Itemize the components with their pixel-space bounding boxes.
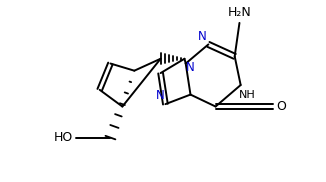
- Text: HO: HO: [54, 131, 73, 144]
- Text: N: N: [156, 89, 164, 102]
- Text: N: N: [198, 30, 206, 43]
- Text: NH: NH: [239, 90, 256, 100]
- Text: H₂N: H₂N: [228, 6, 251, 19]
- Text: N: N: [186, 61, 194, 74]
- Text: O: O: [276, 100, 286, 113]
